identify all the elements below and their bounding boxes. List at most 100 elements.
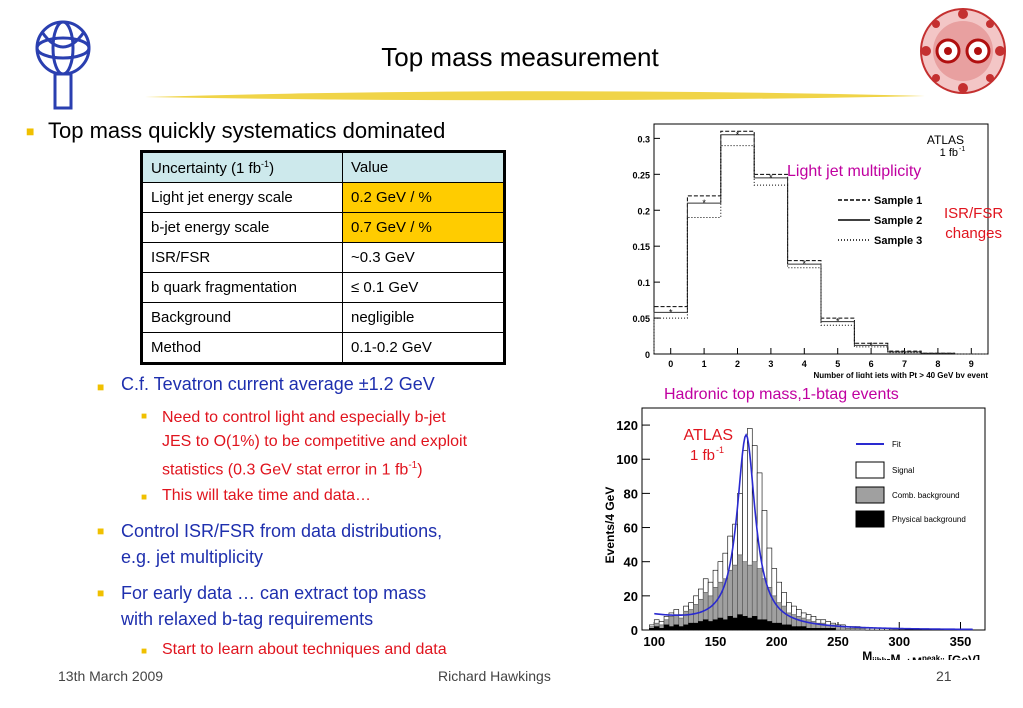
x-axis-label-part: +M [905,655,922,660]
x-tick-label: 5 [835,359,840,369]
phys-bar [796,626,802,631]
phys-bar [830,627,836,631]
legend-label: Sample 1 [874,195,922,207]
legend-swatch [855,510,885,528]
footer-page: 21 [936,668,952,684]
bullet-marker: ■ [26,123,35,139]
bullet-jes: Need to control light and especially b-j… [162,406,467,482]
isr-fsr-label-line1: ISR/FSR [944,205,1004,222]
bullet-jes-sup: -1 [408,460,418,471]
y-tick-label: 0.05 [632,314,650,324]
bullet-marker: ■ [97,586,105,600]
cern-logo [35,20,91,110]
data-point: * [736,130,740,140]
light-jet-label: Light jet multiplicity [787,163,922,180]
table-row: ISR/FSR ~0.3 GeV [141,242,505,273]
phys-bar [678,626,684,631]
lumi-label: 1 fb [690,447,715,464]
phys-bar [673,624,680,631]
comb-bar [854,627,861,631]
signal-bar [864,627,871,631]
atlas-label: ATLAS [684,427,734,444]
phys-bar [732,617,738,631]
isr-fsr-label-line2: changes [945,225,1002,242]
bullet-text: Top mass quickly systematics dominated [48,118,446,143]
data-point: * [836,317,840,327]
phys-bar [815,627,822,631]
bullet-marker: ■ [97,524,105,538]
phys-bar [751,616,758,631]
x-tick-label: 150 [705,634,727,649]
phys-bar [658,627,665,631]
lhc-logo [920,8,1006,94]
x-axis-label-part: jj [939,657,944,660]
row-label: Background [141,302,343,333]
x-tick-label: 9 [969,359,974,369]
phys-bar [727,616,733,631]
legend-label: Signal [892,466,914,475]
phys-bar [717,617,724,631]
y-tick-label: 0 [631,623,638,638]
comb-bar [835,626,841,631]
y-tick-label: 60 [624,521,638,536]
row-value: 0.2 GeV / % [342,182,505,213]
x-axis-label-part: -M [887,652,901,660]
header-value: Value [342,151,505,183]
footer-author: Richard Hawkings [438,668,551,684]
phys-bar [668,626,675,631]
row-label: Method [141,332,343,364]
y-tick-label: 20 [624,589,638,604]
x-tick-label: 250 [827,634,849,649]
header-uncertainty: Uncertainty (1 fb-1) [141,151,343,183]
legend-label: Comb. background [892,491,960,500]
bullet-early-line2: with relaxed b-tag requirements [121,609,374,629]
uncertainty-table: Uncertainty (1 fb-1) Value Light jet ene… [140,150,506,365]
x-axis-label: Number of light jets with Pt > 40 GeV by… [814,371,989,378]
row-label: ISR/FSR [141,242,343,273]
isr-fsr-label: ISR/FSR changes [944,204,1003,244]
bullet-early: For early data … can extract top mass wi… [121,580,426,632]
phys-bar [742,616,748,631]
y-tick-label: 80 [624,486,638,501]
data-point: * [669,307,673,317]
bullet-marker: ■ [141,492,148,503]
phys-bar [776,622,782,631]
x-tick-label: 100 [643,634,665,649]
x-tick-label: 200 [766,634,788,649]
x-tick-label: 6 [869,359,874,369]
x-tick-label: 3 [768,359,773,369]
footer-date: 13th March 2009 [58,668,164,684]
bullet-jes-line3: statistics (0.3 GeV stat error in 1 fb-1… [162,454,467,482]
x-tick-label: 7 [902,359,907,369]
phys-bar [766,621,773,631]
table-row: b quark fragmentation ≤ 0.1 GeV [141,272,505,303]
bullet-jes-line3-text: statistics (0.3 GeV stat error in 1 fb [162,461,409,479]
legend-swatch [855,461,885,479]
phys-bar [737,614,743,631]
phys-bar [698,621,704,631]
phys-bar [805,627,812,631]
comb-bar [845,627,851,631]
row-value: negligible [342,302,505,333]
phys-bar [653,626,660,631]
x-axis-label-part: jjhb [871,656,886,660]
bullet-jes-line2: JES to O(1%) to be competitive and explo… [162,433,468,450]
phys-bar [702,619,709,631]
x-axis-label: Mjjhb-Mjj+Mpeakjj [GeV] [862,649,980,660]
x-tick-label: 300 [888,634,910,649]
phys-bar [781,624,787,631]
comb-bar [859,627,866,631]
phys-bar [722,619,729,631]
row-value: 0.1-0.2 GeV [342,332,505,364]
phys-bar [756,619,763,631]
data-point: * [869,340,873,350]
x-axis-label-part: [GeV] [945,653,980,660]
bullet-isr: Control ISR/FSR from data distributions,… [121,518,442,570]
bullet-tevatron: C.f. Tevatron current average ±1.2 GeV [121,374,435,394]
atlas-label: ATLAS [927,133,964,147]
top-mass-chart: 0 20 40 60 80 100 120 100 150 200 250 300 350 Events/… [603,407,986,660]
x-axis-label-part: M [862,649,872,660]
phys-bar [800,626,807,631]
bullet-jes-line1: Need to control light and especially b-j… [162,409,446,426]
phys-bar [810,627,817,631]
